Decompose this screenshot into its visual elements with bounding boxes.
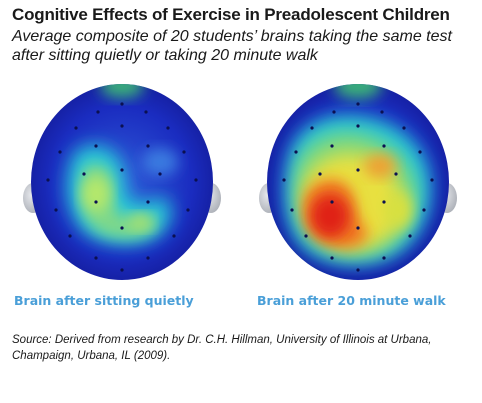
figure-subtitle: Average composite of 20 students’ brains… xyxy=(12,28,452,64)
caption-sitting: Brain after sitting quietly xyxy=(14,293,194,308)
figure-title: Cognitive Effects of Exercise in Preadol… xyxy=(12,5,450,24)
brain-scan-sitting xyxy=(23,84,221,280)
caption-walk: Brain after 20 minute walk xyxy=(257,293,446,308)
brain-scans-figure xyxy=(23,84,457,280)
brain-scan-walk xyxy=(259,84,457,280)
source-note: Source: Derived from research by Dr. C.H… xyxy=(12,334,432,362)
